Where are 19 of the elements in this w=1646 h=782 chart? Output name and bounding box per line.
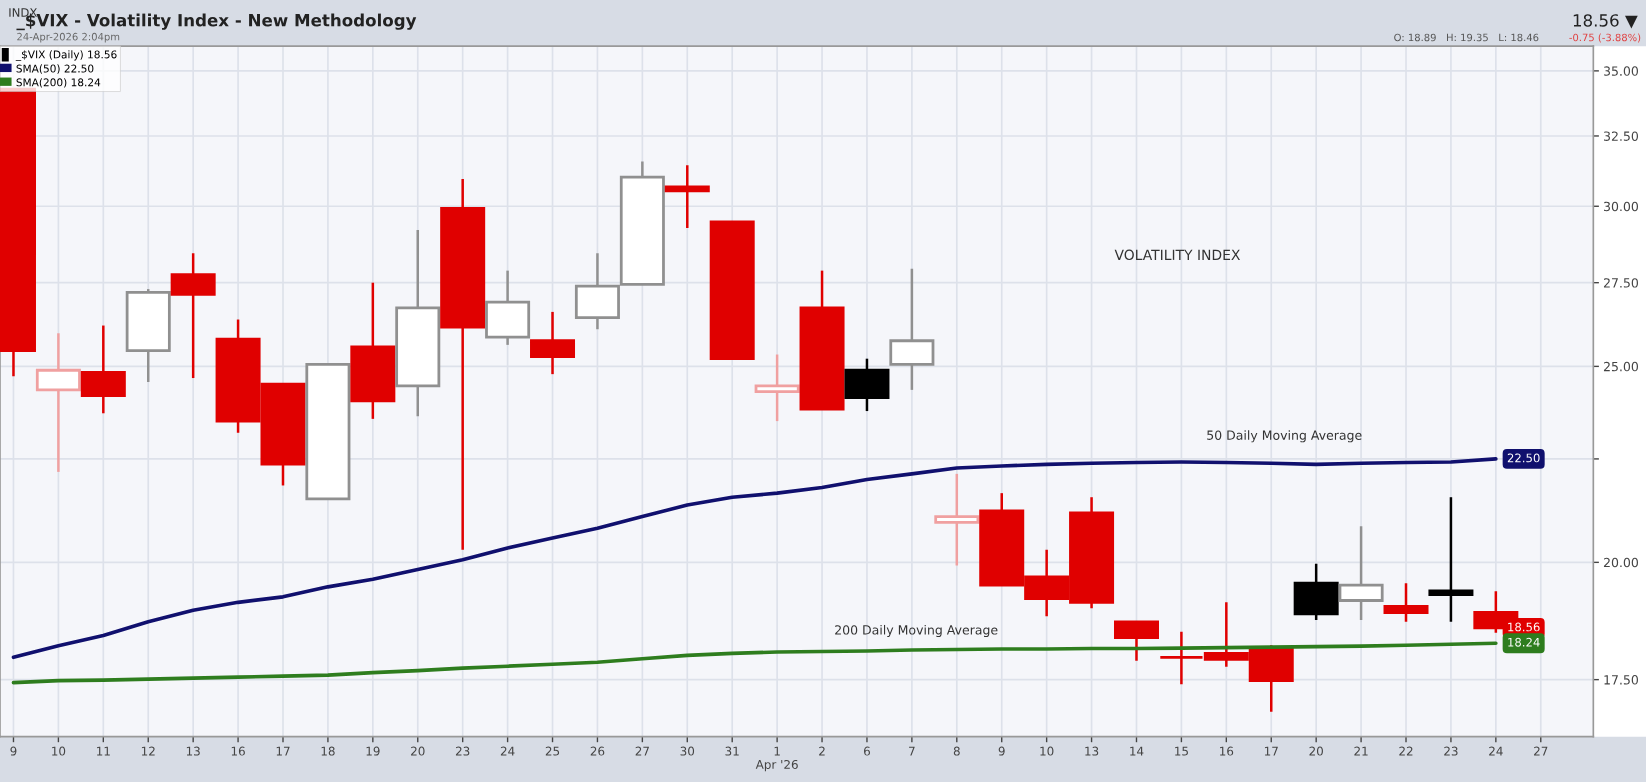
candlestick [1113,620,1159,663]
candlestick [889,267,935,392]
line-series [11,641,1498,685]
candlestick [530,310,576,376]
candlestick [485,269,531,347]
line-series [11,457,1498,660]
text: 18.56 ▼ [1573,14,1638,29]
chart-title: _$VIX - Volatility Index - New Methodology [16,13,417,31]
candlestick [754,353,800,423]
candlestick [1428,495,1474,624]
candlestick [1383,581,1429,624]
candlestick [80,324,126,415]
candlestick [934,472,980,567]
candlestick [664,164,710,230]
candlestick [170,251,216,380]
candlestick [1293,562,1339,622]
candlestick [35,332,81,474]
candlestick [1338,524,1384,622]
candlestick [844,357,890,413]
